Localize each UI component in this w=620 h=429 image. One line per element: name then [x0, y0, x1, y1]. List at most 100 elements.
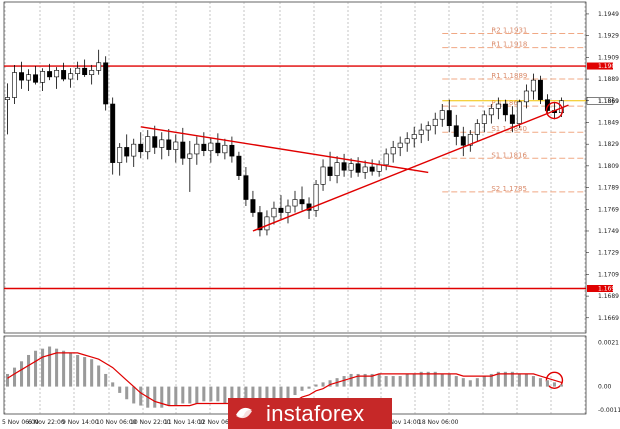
candle-bullish — [516, 101, 522, 124]
candle-bearish — [166, 139, 172, 150]
price-pane-frame — [3, 1, 587, 334]
time-tick-label: 10 Nov 22:00 — [130, 419, 171, 426]
horizontal-level-label: 1.1696 — [598, 286, 619, 293]
candle-bullish — [117, 147, 123, 163]
candle-bullish — [467, 134, 473, 146]
instaforex-logo: instaforex — [228, 398, 392, 429]
candle-bearish — [229, 144, 235, 157]
candle-bullish — [362, 166, 368, 173]
candle-bullish — [411, 134, 417, 140]
candle-bullish — [131, 143, 137, 157]
price-tick-label: 1.1789 — [598, 185, 619, 192]
candle-bullish — [376, 164, 382, 172]
price-tick-label: 1.1769 — [598, 206, 619, 213]
candle-bearish — [460, 136, 466, 146]
candle-bullish — [26, 74, 32, 81]
candle-bearish — [369, 166, 375, 172]
candle-bearish — [537, 79, 543, 100]
candle-bearish — [453, 125, 459, 137]
candle-bullish — [159, 139, 165, 148]
time-tick-label: 10 Nov 06:00 — [96, 419, 137, 426]
candle-bullish — [264, 216, 270, 231]
price-tick-label: 1.1949 — [598, 11, 619, 18]
candle-bullish — [425, 125, 431, 131]
logo-icon — [236, 407, 252, 419]
candle-bullish — [313, 184, 319, 211]
candle-bullish — [194, 143, 200, 155]
candle-bullish — [208, 142, 214, 151]
fib-level-label: S1 1.1816 — [491, 151, 527, 159]
price-tick-label: 1.1729 — [598, 250, 619, 257]
horizontal-level-tag — [587, 62, 613, 70]
candle-bullish — [173, 141, 179, 150]
circle-highlight-price — [545, 101, 564, 120]
candle-bearish — [544, 99, 550, 111]
candle-bullish — [418, 129, 424, 135]
candle-bearish — [124, 147, 130, 157]
candle-bearish — [355, 163, 361, 173]
price-tick-label: 1.1689 — [598, 293, 619, 300]
candle-bullish — [383, 153, 389, 166]
candle-bearish — [250, 199, 256, 213]
candle-bearish — [152, 136, 158, 148]
candle-bearish — [19, 72, 25, 81]
candle-bullish — [68, 73, 74, 80]
candle-bearish — [82, 67, 88, 76]
candle-bearish — [201, 143, 207, 151]
candle-bullish — [54, 70, 60, 78]
candlesticks — [5, 49, 564, 237]
trend-line-ascending — [252, 104, 569, 232]
candle-bullish — [474, 123, 480, 135]
candle-bearish — [103, 62, 109, 105]
price-tick-label: 1.1709 — [598, 271, 619, 278]
candle-bearish — [278, 207, 284, 213]
price-tick-label: 1.1829 — [598, 141, 619, 148]
time-tick-label: 11 Nov 14:00 — [164, 419, 205, 426]
candle-bullish — [481, 114, 487, 124]
candle-bullish — [75, 67, 81, 74]
candle-bullish — [292, 199, 298, 207]
candle-bullish — [12, 72, 17, 98]
current-price-label: 1.1869 — [598, 98, 619, 105]
time-tick-label: 5 Nov 06:00 — [2, 419, 39, 426]
fib-level-label: R2 1.1931 — [491, 26, 527, 34]
candle-bullish — [390, 147, 396, 155]
candle-bearish — [446, 110, 452, 127]
horizontal-level-tag — [587, 285, 613, 293]
candle-bearish — [47, 71, 53, 78]
indicator-tick-label: -0.0011 — [598, 407, 620, 414]
candle-bearish — [299, 199, 305, 205]
candle-bullish — [320, 166, 326, 185]
candle-bullish — [495, 103, 501, 109]
candle-bullish — [488, 108, 494, 116]
price-tick-label: 1.1909 — [598, 54, 619, 61]
candle-bearish — [243, 175, 249, 200]
candle-bullish — [222, 144, 228, 154]
candle-bearish — [341, 162, 347, 171]
price-tick-label: 1.1849 — [598, 119, 619, 126]
candle-bearish — [33, 74, 39, 83]
fib-level-label: R1 1.1889 — [491, 72, 527, 80]
price-tick-label: 1.1889 — [598, 76, 619, 83]
candle-bullish — [334, 162, 340, 176]
candle-bearish — [236, 155, 242, 176]
price-tick-label: 1.1749 — [598, 228, 619, 235]
candle-bullish — [145, 136, 151, 153]
time-tick-label: 17 Nov 14:00 — [380, 419, 421, 426]
horizontal-level-label: 1.1901 — [598, 63, 619, 70]
indicator-tick-label: 0.00 — [598, 384, 612, 391]
candle-bullish — [5, 97, 10, 100]
fib-level-label: P 1.1864 — [491, 99, 522, 107]
candle-bullish — [271, 207, 277, 218]
candle-bullish — [348, 163, 354, 171]
candle-bearish — [110, 103, 116, 163]
price-tick-label: 1.1869 — [598, 98, 619, 105]
trend-line-descending — [140, 126, 429, 174]
time-tick-label: 12 Nov 06:00 — [198, 419, 239, 426]
candle-bullish — [187, 153, 193, 159]
indicator-tick-label: 0.0021 — [598, 339, 619, 346]
candle-bullish — [523, 90, 529, 103]
candle-bullish — [285, 205, 291, 213]
